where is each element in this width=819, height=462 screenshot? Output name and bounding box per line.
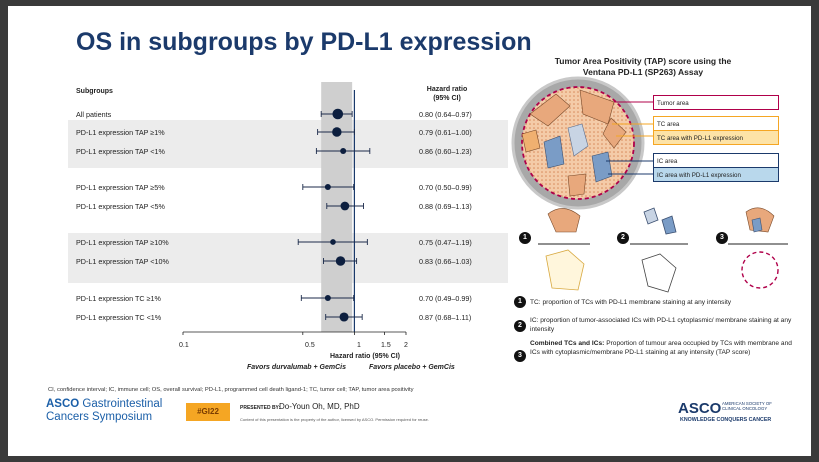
abbreviations-footnote: CI, confidence interval; IC, immune cell…: [48, 387, 414, 393]
legend-text-3: Combined TCs and ICs: Proportion of tumo…: [530, 339, 795, 357]
callout-tc-pdl1: TC area with PD-L1 expression: [653, 130, 779, 145]
hazard-ratio-header: Hazard ratio (95% CI): [424, 85, 470, 103]
hr-value-tap10-low: 0.83 (0.66–1.03): [419, 257, 472, 266]
hr-value-tap1-low: 0.86 (0.60–1.23): [419, 147, 472, 156]
row-label-tap5-low: PD-L1 expression TAP <5%: [76, 202, 165, 211]
callout-tumor-area: Tumor area: [653, 95, 779, 110]
step-number-2: 2: [617, 232, 629, 244]
forest-plot: [182, 82, 407, 335]
row-band: [68, 120, 508, 168]
legend-text-2: IC: proportion of tumor-associated ICs w…: [530, 316, 795, 334]
row-label-tc1-high: PD-L1 expression TC ≥1%: [76, 294, 161, 303]
hr-value-tc1-high: 0.70 (0.49–0.99): [419, 294, 472, 303]
step-3-icon: [728, 207, 788, 289]
tick-label-0.1: 0.1: [179, 342, 189, 349]
legend-number-2: 2: [514, 320, 526, 332]
legend-number-1: 1: [514, 296, 526, 308]
legend-number-3: 3: [514, 350, 526, 362]
row-label-tc1-low: PD-L1 expression TC <1%: [76, 313, 162, 322]
favors-left: Favors durvalumab + GemCis: [247, 364, 347, 371]
legend-body-3: Proportion of tumour area occupied by TC…: [530, 340, 792, 356]
hr-point: [332, 127, 342, 137]
asco-gi-logo-line2: Cancers Symposium: [46, 411, 153, 423]
step-1-icon: [538, 208, 590, 291]
hr-point: [324, 183, 331, 191]
hr-point: [335, 256, 346, 266]
hashtag-badge: #GI22: [186, 403, 230, 421]
slide: OS in subgroups by PD-L1 expression Subg…: [8, 6, 811, 456]
legend-body-2: IC: proportion of tumor-associated ICs w…: [530, 317, 792, 333]
tap-diagram-title: Tumor Area Positivity (TAP) score using …: [554, 56, 732, 77]
callout-ic-pdl1: IC area with PD-L1 expression: [653, 167, 779, 182]
hr-value-tap5-low: 0.88 (0.69–1.13): [419, 202, 472, 211]
hazard-ratio-header-line2: (95% CI): [433, 95, 461, 102]
hr-point: [332, 108, 344, 120]
legend-bold-3: Combined TCs and ICs:: [530, 340, 605, 347]
hr-point: [330, 239, 336, 245]
row-band: [68, 233, 508, 283]
presenter-name: Do-Youn Oh, MD, PhD: [279, 402, 360, 411]
hr-value-all: 0.80 (0.64–0.97): [419, 110, 472, 119]
asco-logo: ASCO: [678, 400, 722, 417]
hr-point: [339, 312, 349, 322]
asco-gi-logo-bold: ASCO: [46, 398, 80, 410]
callout-leaders: [606, 101, 660, 175]
tap-diagram: [511, 76, 788, 293]
tissue-circle: [511, 76, 645, 210]
hazard-ratio-header-line1: Hazard ratio: [426, 86, 468, 93]
hr-value-tc1-low: 0.87 (0.68–1.11): [419, 313, 472, 322]
row-label-tap1-high: PD-L1 expression TAP ≥1%: [76, 128, 165, 137]
step-number-1: 1: [519, 232, 531, 244]
subgroups-header: Subgroups: [76, 88, 113, 95]
presented-by-label: PRESENTED BY:: [240, 405, 281, 411]
row-label-tap1-low: PD-L1 expression TAP <1%: [76, 147, 165, 156]
slide-title: OS in subgroups by PD-L1 expression: [76, 28, 532, 56]
asco-gi-logo-line1: Gastrointestinal: [79, 398, 163, 410]
hr-point: [340, 201, 350, 211]
tick-label-1.5: 1.5: [381, 342, 391, 349]
hr-value-tap1-high: 0.79 (0.61–1.00): [419, 128, 472, 137]
hr-point: [340, 147, 347, 155]
step-2-icon: [630, 207, 688, 293]
hr-point: [324, 294, 331, 302]
hr-value-tap10-high: 0.75 (0.47–1.19): [419, 238, 472, 247]
legend-body-1: TC: proportion of TCs with PD-L1 membran…: [530, 299, 732, 306]
tick-label-1: 1: [357, 342, 361, 349]
tick-label-2: 2: [404, 342, 408, 349]
copyright-notice: Content of this presentation is the prop…: [240, 417, 429, 422]
favors-right: Favors placebo + GemCis: [369, 364, 455, 371]
tick-label-0.5: 0.5: [305, 342, 315, 349]
asco-logo-subtitle: AMERICAN SOCIETY OF CLINICAL ONCOLOGY: [722, 401, 772, 411]
callout-tc-area: TC area: [653, 116, 779, 131]
row-label-all: All patients: [76, 110, 112, 119]
callout-ic-area: IC area: [653, 153, 779, 168]
asco-gi-logo: ASCO Gastrointestinal Cancers Symposium: [46, 398, 162, 424]
row-label-tap10-low: PD-L1 expression TAP <10%: [76, 257, 169, 266]
hr-value-tap5-high: 0.70 (0.50–0.99): [419, 183, 472, 192]
step-number-3: 3: [716, 232, 728, 244]
asco-tagline: KNOWLEDGE CONQUERS CANCER: [680, 417, 772, 423]
x-axis-label: Hazard ratio (95% CI): [330, 353, 401, 360]
legend-text-1: TC: proportion of TCs with PD-L1 membran…: [530, 298, 795, 307]
row-label-tap5-high: PD-L1 expression TAP ≥5%: [76, 183, 165, 192]
row-label-tap10-high: PD-L1 expression TAP ≥10%: [76, 238, 169, 247]
